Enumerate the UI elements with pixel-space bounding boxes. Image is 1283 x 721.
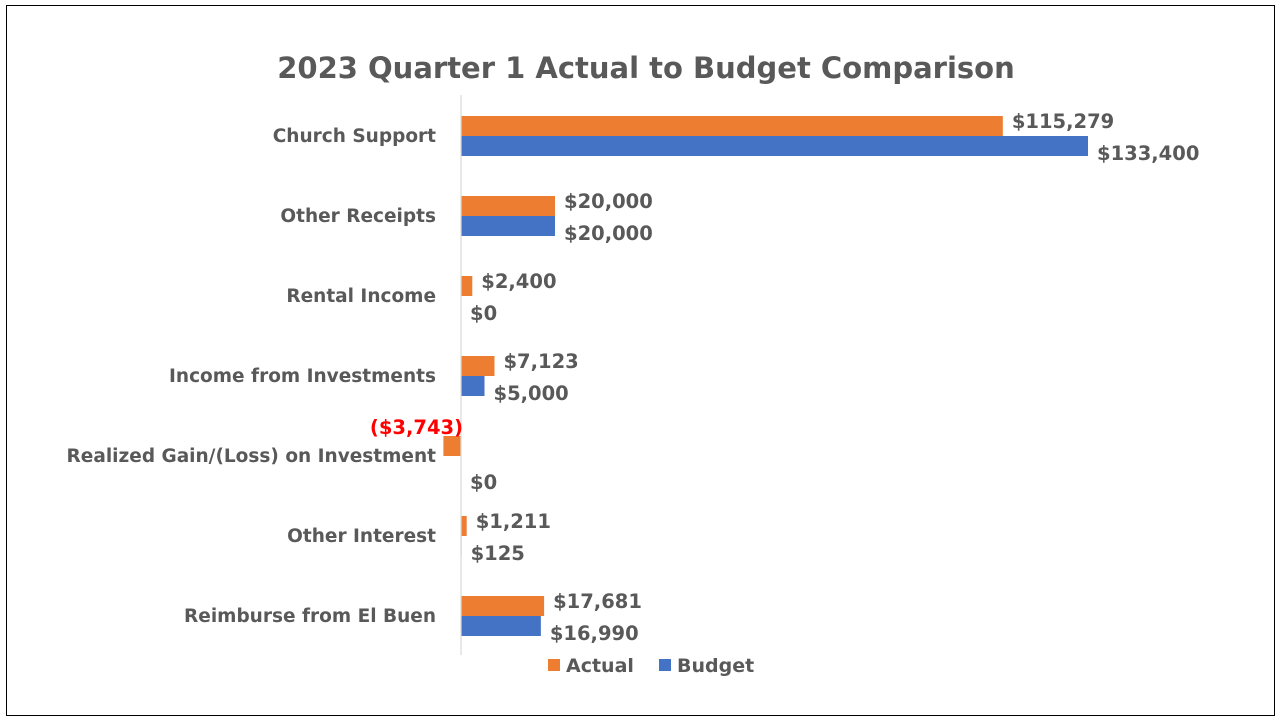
data-label-actual: $1,211 (476, 510, 551, 533)
bar-budget (461, 136, 1088, 156)
bar-actual (461, 596, 545, 616)
data-label-actual: $2,400 (481, 270, 556, 293)
category-label: Income from Investments (169, 366, 436, 387)
labels-layer: Church Support $115,279 $133,400 Other Rece… (67, 110, 1200, 645)
category-label: Other Receipts (280, 206, 436, 227)
data-label-budget: $125 (471, 542, 525, 565)
legend: Actual Budget (548, 655, 754, 677)
bar-actual (461, 116, 1003, 136)
data-label-actual: $17,681 (553, 590, 642, 613)
bar-budget (461, 376, 485, 396)
category-label: Rental Income (286, 286, 436, 307)
bar-actual (443, 436, 461, 456)
data-label-budget: $0 (470, 302, 497, 325)
bar-actual (461, 516, 467, 536)
legend-swatch-actual (548, 659, 560, 671)
bar-budget (461, 616, 541, 636)
data-label-actual: ($3,743) (370, 416, 463, 439)
data-label-budget: $0 (470, 471, 497, 494)
bar-actual (461, 196, 556, 216)
data-label-budget: $133,400 (1097, 142, 1199, 165)
data-label-budget: $5,000 (494, 382, 569, 405)
data-label-actual: $7,123 (503, 350, 578, 373)
bar-actual (461, 276, 473, 296)
data-label-budget: $20,000 (564, 222, 653, 245)
data-label-actual: $20,000 (564, 190, 653, 213)
category-label: Church Support (273, 126, 436, 147)
data-label-budget: $16,990 (550, 622, 639, 645)
legend-label-budget: Budget (677, 655, 754, 677)
category-label: Realized Gain/(Loss) on Investment (67, 446, 437, 467)
bars-layer (443, 116, 1088, 636)
category-label: Reimburse from El Buen (184, 606, 436, 627)
legend-label-actual: Actual (566, 655, 634, 677)
chart-title: 2023 Quarter 1 Actual to Budget Comparis… (277, 51, 1015, 85)
bar-actual (461, 356, 495, 376)
data-label-actual: $115,279 (1012, 110, 1114, 133)
category-label: Other Interest (287, 526, 436, 547)
legend-swatch-budget (659, 659, 671, 671)
bar-budget (461, 216, 556, 236)
